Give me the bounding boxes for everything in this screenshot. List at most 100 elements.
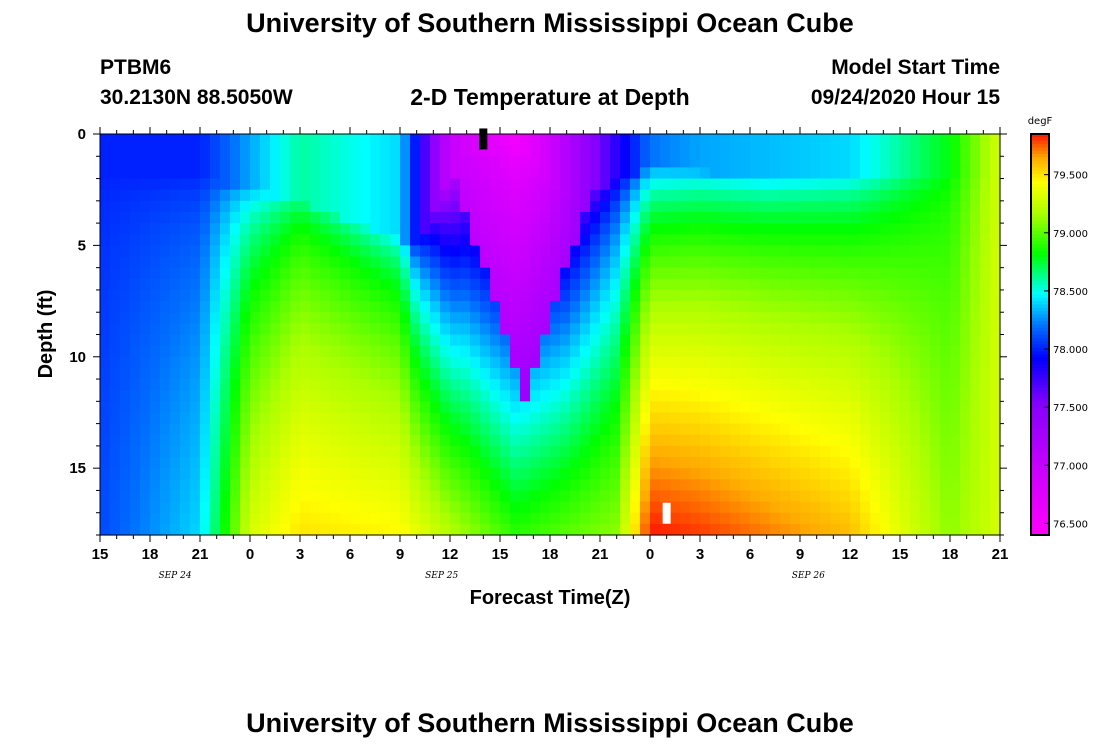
heatmap-cell (630, 445, 641, 458)
heatmap-cell (860, 245, 871, 258)
heatmap-cell (100, 423, 111, 436)
heatmap-cell (530, 367, 541, 380)
heatmap-cell (560, 312, 571, 324)
heatmap-cell (950, 523, 961, 536)
heatmap-cell (400, 245, 411, 258)
heatmap-cell (510, 423, 521, 436)
heatmap-cell (650, 501, 661, 514)
heatmap-cell (890, 379, 901, 391)
heatmap-cell (990, 501, 1001, 514)
heatmap-cell (290, 167, 301, 180)
heatmap-cell (130, 523, 141, 536)
heatmap-cell (650, 412, 661, 425)
heatmap-cell (570, 156, 581, 169)
heatmap-cell (190, 223, 201, 235)
heatmap-cell (880, 178, 891, 191)
heatmap-cell (830, 256, 841, 269)
heatmap-cell (330, 345, 341, 358)
heatmap-cell (690, 223, 701, 235)
heatmap-cell (800, 412, 811, 425)
heatmap-cell (780, 256, 791, 269)
heatmap-cell (500, 167, 511, 180)
heatmap-cell (950, 234, 961, 246)
heatmap-cell (670, 189, 681, 202)
heatmap-cell (180, 490, 191, 503)
heatmap-cell (810, 323, 821, 336)
heatmap-cell (240, 334, 251, 347)
heatmap-cell (150, 457, 161, 469)
heatmap-cell (600, 345, 611, 358)
heatmap-cell (730, 457, 741, 469)
heatmap-cell (610, 401, 621, 414)
heatmap-cell (350, 479, 361, 492)
heatmap-cell (700, 189, 711, 202)
heatmap-cell (720, 501, 731, 514)
heatmap-cell (270, 434, 281, 447)
heatmap-cell (620, 211, 631, 224)
heatmap-cell (850, 345, 861, 358)
heatmap-cell (780, 401, 791, 414)
heatmap-cell (980, 356, 991, 369)
heatmap-cell (180, 356, 191, 369)
heatmap-cell (110, 323, 121, 336)
heatmap-cell (300, 468, 311, 480)
heatmap-cell (570, 512, 581, 525)
heatmap-cell (140, 479, 151, 492)
heatmap-cell (230, 178, 241, 191)
heatmap-cell (310, 512, 321, 525)
heatmap-cell (150, 512, 161, 525)
heatmap-cell (880, 256, 891, 269)
heatmap-cell (730, 256, 741, 269)
heatmap-cell (680, 523, 691, 536)
heatmap-cell (170, 145, 181, 157)
heatmap-cell (630, 479, 641, 492)
heatmap-cell (430, 167, 441, 180)
heatmap-cell (120, 523, 131, 536)
heatmap-cell (350, 245, 361, 258)
heatmap-cell (810, 345, 821, 358)
heatmap-cell (380, 200, 391, 213)
heatmap-cell (720, 289, 731, 302)
heatmap-cell (140, 211, 151, 224)
heatmap-cell (780, 512, 791, 525)
heatmap-cell (430, 234, 441, 246)
heatmap-cell (610, 367, 621, 380)
heatmap-cell (870, 256, 881, 269)
heatmap-cell (590, 289, 601, 302)
heatmap-cell (210, 211, 221, 224)
heatmap-cell (830, 134, 841, 146)
heatmap-cell (470, 200, 481, 213)
heatmap-cell (720, 178, 731, 191)
heatmap-cell (120, 512, 131, 525)
heatmap-cell (240, 211, 251, 224)
heatmap-cell (770, 523, 781, 536)
heatmap-cell (930, 445, 941, 458)
heatmap-cell (270, 245, 281, 258)
heatmap-cell (620, 479, 631, 492)
heatmap-cell (760, 200, 771, 213)
heatmap-cell (200, 323, 211, 336)
heatmap-cell (910, 245, 921, 258)
heatmap-cell (540, 457, 551, 469)
heatmap-cell (650, 156, 661, 169)
heatmap-cell (130, 267, 141, 280)
heatmap-cell (870, 490, 881, 503)
heatmap-cell (770, 379, 781, 391)
heatmap-cell (230, 200, 241, 213)
heatmap-cell (200, 289, 211, 302)
heatmap-cell (290, 223, 301, 235)
heatmap-cell (780, 156, 791, 169)
heatmap-cell (920, 211, 931, 224)
heatmap-cell (970, 289, 981, 302)
heatmap-cell (210, 289, 221, 302)
heatmap-cell (250, 134, 261, 146)
heatmap-cell (290, 200, 301, 213)
heatmap-cell (610, 379, 621, 391)
heatmap-cell (450, 167, 461, 180)
heatmap-cell (120, 223, 131, 235)
heatmap-cell (760, 379, 771, 391)
heatmap-cell (680, 479, 691, 492)
heatmap-cell (560, 256, 571, 269)
heatmap-cell (630, 468, 641, 480)
heatmap-cell (980, 445, 991, 458)
